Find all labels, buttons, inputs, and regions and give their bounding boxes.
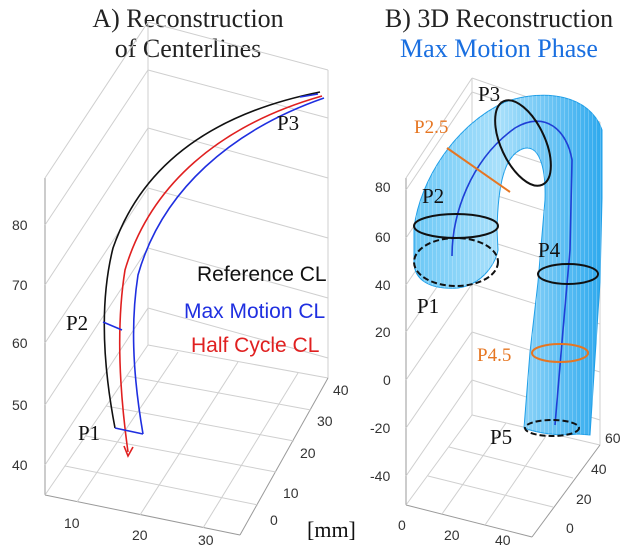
panel-a-title-line2: of Centerlines [114,34,262,63]
panel-a-y-tick: 30 [317,413,333,429]
panel-a-x-ticks: 10 20 30 [64,515,214,547]
panel-a-z-tick: 40 [12,457,28,473]
panel-b-y-ticks: 60 40 20 0 [566,430,621,536]
half-cycle-centerline [118,95,323,453]
legend-max-motion: Max Motion CL [184,300,325,323]
panel-b-x-tick: 20 [444,527,460,543]
panel-b-x-tick: 0 [398,517,406,533]
panel-b-y-tick: 0 [566,520,574,536]
legend-reference: Reference CL [197,263,327,286]
panel-b-z-tick: 20 [375,324,391,340]
ring-p5 [524,419,580,437]
panel-a-z-tick: 70 [12,277,28,293]
vessel-surface [413,94,603,436]
panel-a-z-tick: 80 [12,217,28,233]
panel-b-p1-label: P1 [417,294,439,318]
panel-b-x-ticks: 0 20 40 [398,517,511,547]
panel-a-x-tick: 30 [198,532,214,547]
panel-a-legend: Reference CL Max Motion CL Half Cycle CL [184,263,327,357]
panel-b-z-tick: 60 [375,229,391,245]
panel-a-z-tick: 60 [12,335,28,351]
panel-a-y-tick: 0 [270,512,278,528]
p3-connector [299,93,319,98]
panel-b-y-tick: 60 [605,430,621,446]
panel-b-y-tick: 40 [591,461,607,477]
panel-b-z-tick: -20 [370,420,390,436]
panel-a-title: A) Reconstruction of Centerlines [68,4,308,64]
half-cycle-arrowhead [123,445,134,458]
vessel-hatching [414,95,602,436]
panel-a-p2-label: P2 [66,311,88,335]
panel-a-y-tick: 40 [333,382,349,398]
ring-p3 [494,99,552,187]
vessel-centerline [451,120,573,426]
panel-a-p1-label: P1 [78,421,100,445]
panel-a-x-tick: 10 [64,515,80,531]
ring-p4 [537,263,599,285]
panel-b-p4-5-label: P4.5 [477,345,511,366]
max-motion-centerline [132,97,325,435]
ring-p4-5 [531,343,589,363]
panel-b-z-tick: 0 [383,372,391,388]
p1-connector [114,427,144,435]
panel-a-z-ticks: 80 70 60 50 40 [12,217,28,473]
panel-a-p3-label: P3 [277,111,299,135]
panel-b-x-tick: 40 [495,532,511,547]
panel-a-centerlines [102,91,325,458]
panel-b-title-line1: B) 3D Reconstruction [384,4,614,33]
panel-b-p2-5-label: P2.5 [414,117,448,138]
panel-b-p3-label: P3 [478,82,500,106]
panel-b-z-tick: 80 [375,179,391,195]
panel-b-z-tick: 40 [375,277,391,293]
ring-p2-5 [446,147,511,193]
panel-b-p4-label: P4 [538,238,561,262]
panel-a-title-line1: A) Reconstruction [92,4,284,33]
panel-a-y-tick: 10 [283,485,299,501]
panel-a-unit-label: [mm] [307,517,356,542]
p2-connector [102,321,123,331]
panel-a-z-tick: 50 [12,397,28,413]
panel-b-z-tick: -40 [370,468,390,484]
panel-a-y-tick: 20 [300,445,316,461]
ring-p2 [413,213,499,239]
panel-b-z-ticks: 80 60 40 20 0 -20 -40 [370,179,391,484]
panel-b-title-line2: Max Motion Phase [400,34,598,63]
panel-a-x-tick: 20 [132,527,148,543]
cross-section-rings [413,99,599,437]
panel-b-y-tick: 20 [576,491,592,507]
legend-half-cycle: Half Cycle CL [191,334,319,357]
panel-b-title: B) 3D Reconstruction Max Motion Phase [364,4,634,64]
panel-b-p2-label: P2 [422,184,444,208]
reference-centerline [103,91,321,429]
panel-a-y-ticks: 40 30 20 10 0 [270,382,349,528]
panel-b-p5-label: P5 [490,425,512,449]
